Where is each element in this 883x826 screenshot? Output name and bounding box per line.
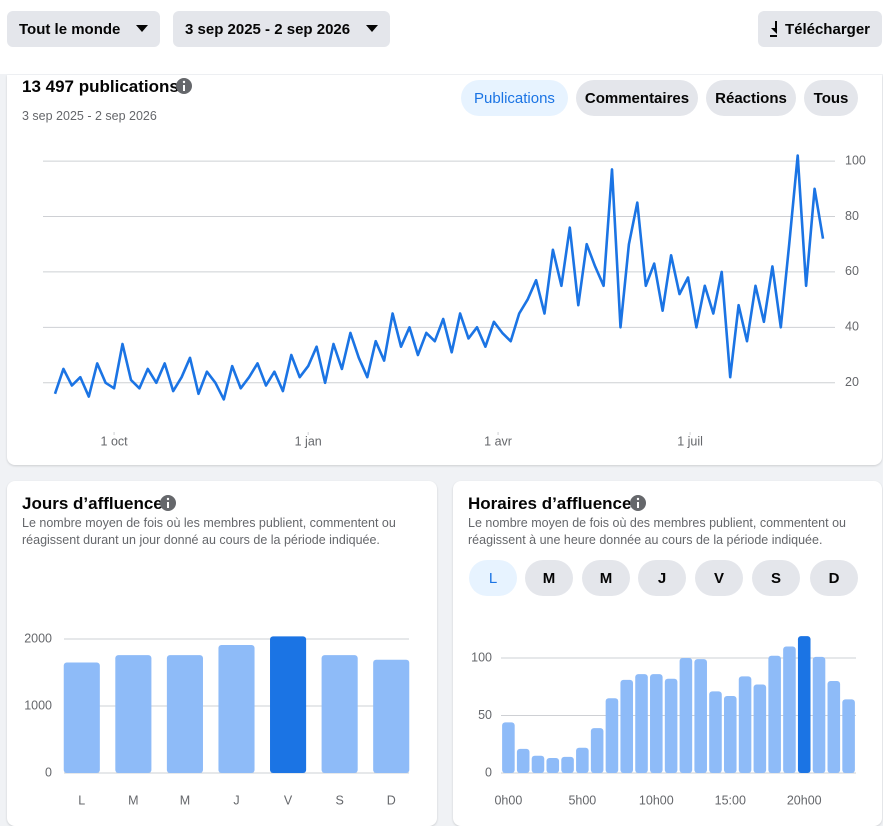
- card-subtitle: Le nombre moyen de fois où des membres p…: [468, 516, 846, 547]
- audience-label: Tout le monde: [19, 20, 121, 38]
- tab[interactable]: Publications: [461, 80, 568, 116]
- card-subtitle: 3 sep 2025 - 2 sep 2026: [22, 109, 157, 123]
- day-pill[interactable]: M: [582, 560, 630, 596]
- day-pill[interactable]: J: [638, 560, 686, 596]
- day-pill[interactable]: L: [469, 560, 517, 596]
- tab[interactable]: Réactions: [706, 80, 796, 116]
- card-title: Jours d’affluence: [22, 494, 163, 513]
- card-title: Horaires d’affluence: [468, 494, 632, 513]
- tab[interactable]: Tous: [804, 80, 858, 116]
- day-pill[interactable]: V: [695, 560, 743, 596]
- card-title: 13 497 publications: [22, 77, 179, 96]
- download-label: Télécharger: [784, 20, 870, 38]
- download-icon: [770, 21, 777, 37]
- day-pill[interactable]: M: [525, 560, 573, 596]
- caret: [366, 25, 378, 32]
- date-label: 3 sep 2025 - 2 sep 2026: [185, 20, 351, 38]
- card-subtitle: Le nombre moyen de fois où les membres p…: [22, 516, 396, 547]
- posts-card: [7, 75, 882, 465]
- download-button[interactable]: Télécharger: [758, 11, 882, 47]
- date-button[interactable]: 3 sep 2025 - 2 sep 2026: [173, 11, 390, 47]
- day-pill[interactable]: D: [810, 560, 858, 596]
- caret: [136, 25, 148, 32]
- tab[interactable]: Commentaires: [576, 80, 698, 116]
- day-pill[interactable]: S: [752, 560, 800, 596]
- audience-button[interactable]: Tout le monde: [7, 11, 160, 47]
